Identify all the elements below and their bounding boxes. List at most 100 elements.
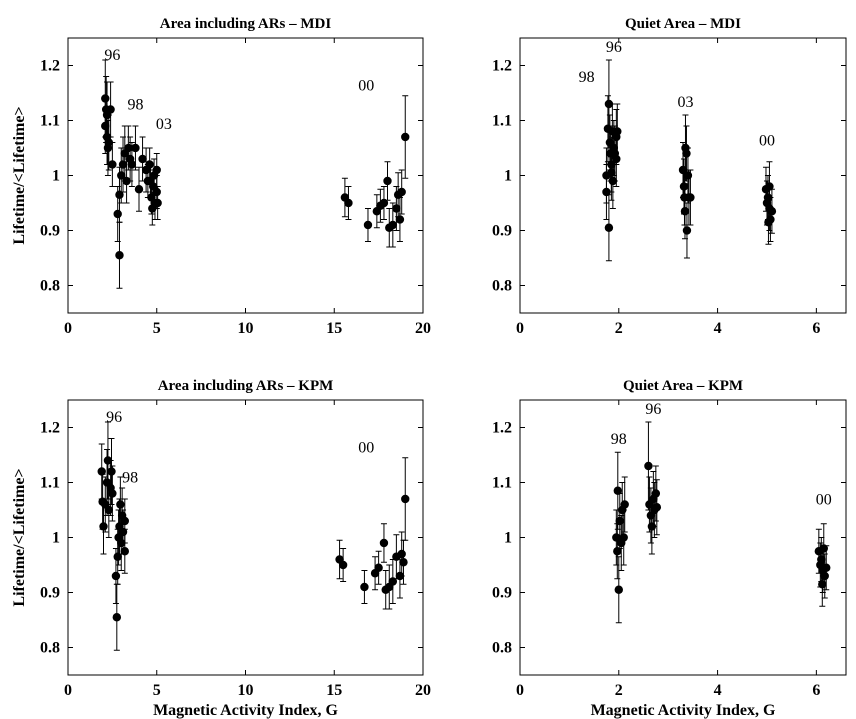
year-annotation: 03 [156, 116, 172, 133]
y-tick-label: 0.9 [40, 585, 60, 602]
y-tick-label: 1.2 [40, 420, 60, 437]
data-marker [127, 160, 137, 169]
data-point [338, 548, 348, 582]
y-tick-label: 0.9 [40, 223, 60, 240]
data-marker [620, 500, 629, 509]
data-marker [686, 193, 695, 202]
y-tick-label: 1 [52, 530, 60, 547]
data-point [379, 523, 389, 563]
data-point [370, 556, 380, 591]
data-point [108, 142, 117, 187]
data-marker [604, 99, 614, 109]
year-annotation: 03 [677, 94, 693, 111]
data-marker [363, 220, 373, 230]
data-point [686, 169, 695, 226]
data-point [115, 221, 124, 289]
data-marker [115, 251, 124, 260]
data-marker [602, 187, 611, 197]
data-marker [397, 187, 406, 197]
year-annotation: 98 [579, 69, 595, 86]
data-marker [106, 105, 115, 114]
data-marker [152, 165, 161, 175]
data-point [651, 465, 661, 522]
y-tick-label: 0.8 [492, 640, 512, 657]
data-marker [146, 176, 155, 186]
data-marker [392, 204, 401, 213]
data-marker [379, 198, 389, 208]
x-tick-label: 0 [516, 320, 524, 337]
data-point [399, 539, 408, 585]
x-tick-label: 15 [326, 320, 342, 337]
chart-panel-2: Quiet Area – MDI 0 2 4 6 0.8 0.9 1 1.1 1.2 96 98 03 0… [492, 16, 847, 337]
data-marker [613, 486, 622, 495]
data-marker [134, 185, 144, 194]
data-marker [401, 494, 410, 504]
data-point [612, 509, 621, 566]
data-marker [383, 176, 392, 186]
x-tick-label: 6 [812, 320, 820, 337]
data-marker [388, 577, 398, 586]
data-point [613, 103, 622, 160]
data-marker [401, 132, 410, 142]
y-tick-label: 1.2 [492, 58, 512, 75]
data-point [116, 476, 125, 533]
data-point [108, 465, 117, 522]
data-marker [374, 563, 383, 572]
data-point [379, 186, 389, 220]
y-tick-label: 0.8 [492, 278, 512, 295]
x-tick-label: 20 [415, 682, 431, 699]
year-annotation: 98 [127, 97, 143, 114]
x-tick-label: 10 [238, 320, 254, 337]
data-marker [388, 220, 398, 230]
data-point [818, 548, 827, 593]
x-tick-label: 4 [714, 682, 722, 699]
data-marker [113, 552, 122, 561]
x-tick-label: 5 [153, 320, 161, 337]
data-point [344, 186, 353, 220]
data-point [385, 564, 394, 610]
year-annotation: 98 [611, 431, 627, 448]
chart-title: Area including ARs – KPM [158, 378, 334, 394]
data-point [120, 498, 129, 544]
data-marker [338, 560, 348, 570]
x-axis-label: Magnetic Activity Index, G [153, 702, 338, 719]
y-tick-label: 0.9 [492, 223, 512, 240]
data-marker [97, 467, 106, 476]
chart-title: Quiet Area – MDI [625, 16, 741, 32]
data-marker [104, 505, 114, 515]
data-marker [619, 533, 628, 542]
chart-panel-4: Quiet Area – KPM 0 2 4 6 0.8 0.9 1 1.1 1.2 Magneti… [492, 378, 847, 719]
data-point [134, 166, 144, 212]
y-tick-label: 0.9 [492, 585, 512, 602]
data-point [395, 197, 405, 242]
year-annotation: 00 [358, 439, 374, 456]
data-marker [118, 160, 128, 169]
data-point [104, 114, 114, 171]
data-point [106, 81, 115, 138]
data-point [138, 136, 147, 182]
data-marker [613, 547, 622, 556]
data-marker [614, 585, 623, 594]
data-point [97, 443, 106, 500]
data-point [125, 136, 135, 182]
x-tick-label: 2 [615, 320, 623, 337]
data-point [620, 476, 629, 533]
data-point [397, 531, 406, 577]
data-marker [120, 547, 129, 556]
y-tick-label: 1.1 [40, 113, 60, 130]
data-marker [138, 154, 147, 164]
data-point [397, 169, 406, 215]
data-point [335, 539, 344, 580]
x-tick-label: 6 [812, 682, 820, 699]
data-point [604, 194, 614, 262]
data-point [602, 164, 611, 220]
y-axis-label: Lifetime/<Lifetime> [11, 468, 28, 606]
y-axis-label: Lifetime/<Lifetime> [11, 106, 28, 244]
x-tick-label: 15 [326, 682, 342, 699]
chart-title: Quiet Area – KPM [623, 378, 743, 394]
data-marker [399, 558, 408, 567]
data-point [122, 158, 131, 204]
data-marker [122, 176, 131, 186]
data-point [613, 523, 622, 580]
data-point [383, 161, 392, 201]
